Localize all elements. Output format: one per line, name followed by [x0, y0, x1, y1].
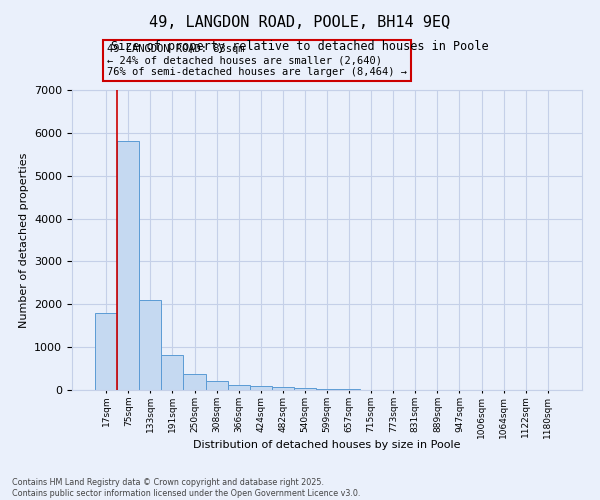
Bar — [95, 313, 117, 390]
Bar — [272, 386, 294, 390]
Bar — [250, 386, 272, 390]
Bar — [117, 142, 139, 390]
Bar — [316, 388, 338, 390]
Text: Size of property relative to detached houses in Poole: Size of property relative to detached ho… — [111, 40, 489, 53]
Text: 49 LANGDON ROAD: 83sqm
← 24% of detached houses are smaller (2,640)
76% of semi-: 49 LANGDON ROAD: 83sqm ← 24% of detached… — [107, 44, 407, 77]
Y-axis label: Number of detached properties: Number of detached properties — [19, 152, 29, 328]
Bar — [161, 355, 184, 390]
Text: Contains HM Land Registry data © Crown copyright and database right 2025.
Contai: Contains HM Land Registry data © Crown c… — [12, 478, 361, 498]
X-axis label: Distribution of detached houses by size in Poole: Distribution of detached houses by size … — [193, 440, 461, 450]
Bar — [139, 300, 161, 390]
Bar — [294, 388, 316, 390]
Bar — [227, 385, 250, 390]
Bar — [206, 380, 227, 390]
Bar — [184, 374, 206, 390]
Text: 49, LANGDON ROAD, POOLE, BH14 9EQ: 49, LANGDON ROAD, POOLE, BH14 9EQ — [149, 15, 451, 30]
